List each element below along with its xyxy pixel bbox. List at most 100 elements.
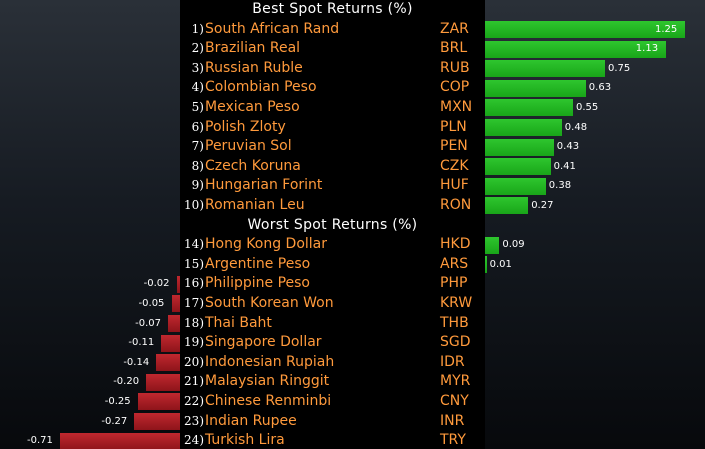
return-value-label: -0.71 bbox=[27, 435, 53, 447]
currency-row: 17) South Korean Won KRW bbox=[180, 294, 485, 314]
return-bar bbox=[485, 79, 586, 97]
currency-row: 1) South African Rand ZAR bbox=[180, 20, 485, 40]
currency-code: TRY bbox=[440, 432, 466, 449]
return-value-label: 0.63 bbox=[588, 82, 612, 94]
return-value-label: 1.25 bbox=[655, 23, 678, 35]
return-value-label: 0.01 bbox=[489, 258, 512, 270]
return-bar bbox=[137, 393, 180, 411]
currency-name: Mexican Peso bbox=[205, 99, 300, 115]
return-bar bbox=[485, 236, 500, 254]
return-bar bbox=[485, 60, 605, 78]
currency-row: 15) Argentine Peso ARS bbox=[180, 255, 485, 275]
row-rank: 10) bbox=[184, 198, 204, 212]
currency-code: ARS bbox=[440, 255, 469, 272]
return-bar bbox=[485, 177, 546, 195]
currency-row: 5) Mexican Peso MXN bbox=[180, 98, 485, 118]
currency-code: INR bbox=[440, 412, 465, 429]
return-value-label: 0.43 bbox=[556, 141, 580, 153]
currency-row: 21) Malaysian Ringgit MYR bbox=[180, 372, 485, 392]
currency-name: Romanian Leu bbox=[205, 197, 305, 213]
currency-code: SGD bbox=[440, 334, 471, 351]
return-value-label: 0.55 bbox=[576, 102, 599, 113]
return-bar bbox=[171, 295, 180, 313]
return-value-label: -0.27 bbox=[101, 415, 128, 427]
currency-code: IDR bbox=[440, 353, 465, 370]
currency-name: Malaysian Ringgit bbox=[205, 373, 330, 390]
return-bar bbox=[60, 432, 180, 449]
currency-code: MYR bbox=[440, 373, 471, 390]
currency-name: South African Rand bbox=[205, 20, 340, 37]
currency-name: Indian Rupee bbox=[205, 412, 297, 429]
currency-name: Brazilian Real bbox=[205, 40, 301, 57]
currency-row: 7) Peruvian Sol PEN bbox=[180, 137, 485, 157]
row-rank: 21) bbox=[184, 374, 204, 389]
currency-code: PHP bbox=[440, 275, 468, 292]
return-value-label: 1.13 bbox=[635, 43, 659, 55]
return-bar bbox=[485, 20, 685, 38]
currency-row: 14) Hong Kong Dollar HKD bbox=[180, 235, 485, 255]
currency-row: 10) Romanian Leu RON bbox=[180, 196, 485, 216]
currency-name: Philippine Peso bbox=[205, 275, 310, 292]
return-value-label: -0.14 bbox=[123, 356, 150, 368]
currency-code: COP bbox=[440, 79, 470, 96]
row-rank: 2) bbox=[191, 41, 204, 56]
currency-row: 18) Thai Baht THB bbox=[180, 314, 485, 334]
row-rank: 7) bbox=[191, 139, 204, 154]
return-bar bbox=[485, 138, 554, 156]
currency-code: PEN bbox=[440, 138, 468, 155]
row-rank: 19) bbox=[184, 335, 204, 350]
row-rank: 15) bbox=[184, 256, 204, 271]
currency-row: 9) Hungarian Forint HUF bbox=[180, 176, 485, 196]
currency-code: KRW bbox=[440, 295, 473, 311]
return-bar bbox=[485, 158, 551, 176]
row-rank: 24) bbox=[184, 433, 204, 448]
return-value-label: -0.05 bbox=[138, 298, 165, 309]
return-bar bbox=[146, 373, 180, 391]
currency-row: 24) Turkish Lira TRY bbox=[180, 431, 485, 449]
currency-name: Indonesian Rupiah bbox=[205, 353, 335, 370]
return-value-label: 0.75 bbox=[608, 62, 631, 74]
row-rank: 1) bbox=[191, 21, 204, 36]
currency-name: South Korean Won bbox=[205, 295, 334, 311]
row-rank: 22) bbox=[184, 394, 204, 408]
currency-name: Russian Ruble bbox=[205, 59, 303, 76]
return-bar bbox=[161, 334, 180, 352]
return-value-label: -0.20 bbox=[113, 376, 140, 388]
currency-name: Colombian Peso bbox=[205, 79, 317, 96]
row-rank: 5) bbox=[191, 100, 204, 114]
section-title: Best Spot Returns (%) bbox=[252, 1, 413, 17]
return-value-label: 0.41 bbox=[553, 160, 576, 172]
return-value-label: -0.07 bbox=[135, 317, 162, 329]
currency-name: Chinese Renminbi bbox=[205, 393, 332, 409]
return-value-label: 0.48 bbox=[564, 121, 588, 133]
return-value-label: -0.25 bbox=[104, 396, 131, 407]
currency-name: Hungarian Forint bbox=[205, 177, 323, 194]
currency-code: HUF bbox=[440, 177, 469, 194]
currency-row: 20) Indonesian Rupiah IDR bbox=[180, 353, 485, 373]
return-value-label: -0.11 bbox=[128, 337, 155, 349]
currency-code: ZAR bbox=[440, 20, 469, 37]
return-bar bbox=[134, 412, 180, 430]
currency-row: 8) Czech Koruna CZK bbox=[180, 157, 485, 177]
currency-name: Hong Kong Dollar bbox=[205, 236, 328, 253]
currency-code: HKD bbox=[440, 236, 471, 253]
currency-name: Polish Zloty bbox=[205, 118, 286, 135]
currency-name: Singapore Dollar bbox=[205, 334, 322, 351]
return-bar bbox=[485, 197, 529, 215]
currency-row: 22) Chinese Renminbi CNY bbox=[180, 392, 485, 412]
currency-row: 4) Colombian Peso COP bbox=[180, 78, 485, 98]
currency-code: RUB bbox=[440, 59, 470, 76]
return-value-label: 0.27 bbox=[531, 200, 554, 211]
currency-row: 23) Indian Rupee INR bbox=[180, 412, 485, 432]
currency-row: 19) Singapore Dollar SGD bbox=[180, 333, 485, 353]
return-bar bbox=[485, 99, 573, 117]
row-rank: 8) bbox=[191, 158, 204, 173]
currency-name: Peruvian Sol bbox=[205, 138, 292, 155]
return-bar bbox=[168, 314, 180, 332]
row-rank: 6) bbox=[191, 119, 204, 134]
currency-name: Czech Koruna bbox=[205, 157, 301, 174]
return-bar bbox=[485, 256, 487, 274]
currency-row: 2) Brazilian Real BRL bbox=[180, 39, 485, 59]
return-value-label: -0.02 bbox=[143, 278, 170, 290]
return-bar bbox=[176, 275, 180, 293]
